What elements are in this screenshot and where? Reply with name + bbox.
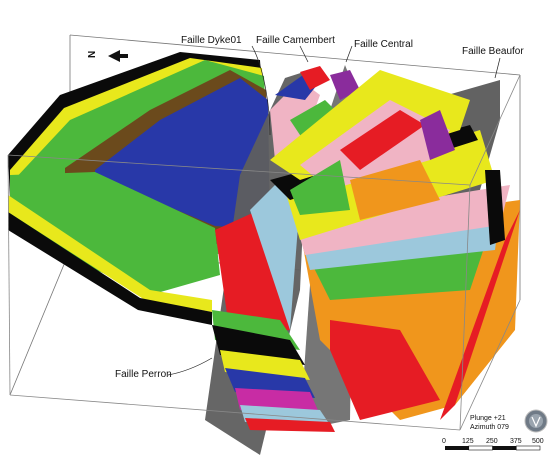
scale-tick: 125: [462, 438, 474, 445]
label-fault-beaufor: Faille Beaufor: [462, 46, 524, 57]
scale-tick: 375: [510, 438, 522, 445]
body-black-right: [485, 170, 505, 245]
body-purple: [420, 110, 455, 160]
svg-text:N: N: [87, 51, 98, 58]
body-green-inner: [290, 160, 350, 215]
layer-blue: [95, 78, 270, 230]
label-fault-perron: Faille Perron: [115, 369, 172, 380]
right-folded-body: [270, 70, 520, 420]
body-orange-inner: [350, 160, 440, 220]
body-red-top: [340, 110, 425, 170]
scale-tick: 500: [532, 438, 544, 445]
bounding-box-front: [7, 74, 521, 431]
compass-globe-icon: [524, 409, 548, 433]
label-fault-central: Faille Central: [354, 39, 413, 50]
layer-yellow-lower: [8, 195, 212, 312]
scale-tick: 250: [486, 438, 498, 445]
body-red-right: [330, 320, 440, 420]
view-info: Plunge +21 Azimuth 079: [470, 409, 548, 433]
azimuth-readout: Azimuth 079: [470, 424, 509, 431]
layer-black-lower: [8, 212, 212, 325]
layer-green-lower: [10, 172, 220, 295]
left-horizon-stack: [8, 52, 270, 325]
fault-labels: Faille Dyke01 Faille Camembert Faille Ce…: [115, 35, 524, 380]
body-pink: [295, 185, 510, 255]
label-fault-camembert: Faille Camembert: [256, 35, 335, 46]
plunge-readout: Plunge +21: [470, 415, 506, 422]
body-red-edge: [440, 210, 520, 420]
north-arrow-icon: N: [87, 50, 128, 62]
scale-bar: 0 125 250 375 500: [442, 438, 544, 451]
scale-tick: 0: [442, 438, 446, 445]
label-fault-dyke: Faille Dyke01: [181, 35, 242, 46]
